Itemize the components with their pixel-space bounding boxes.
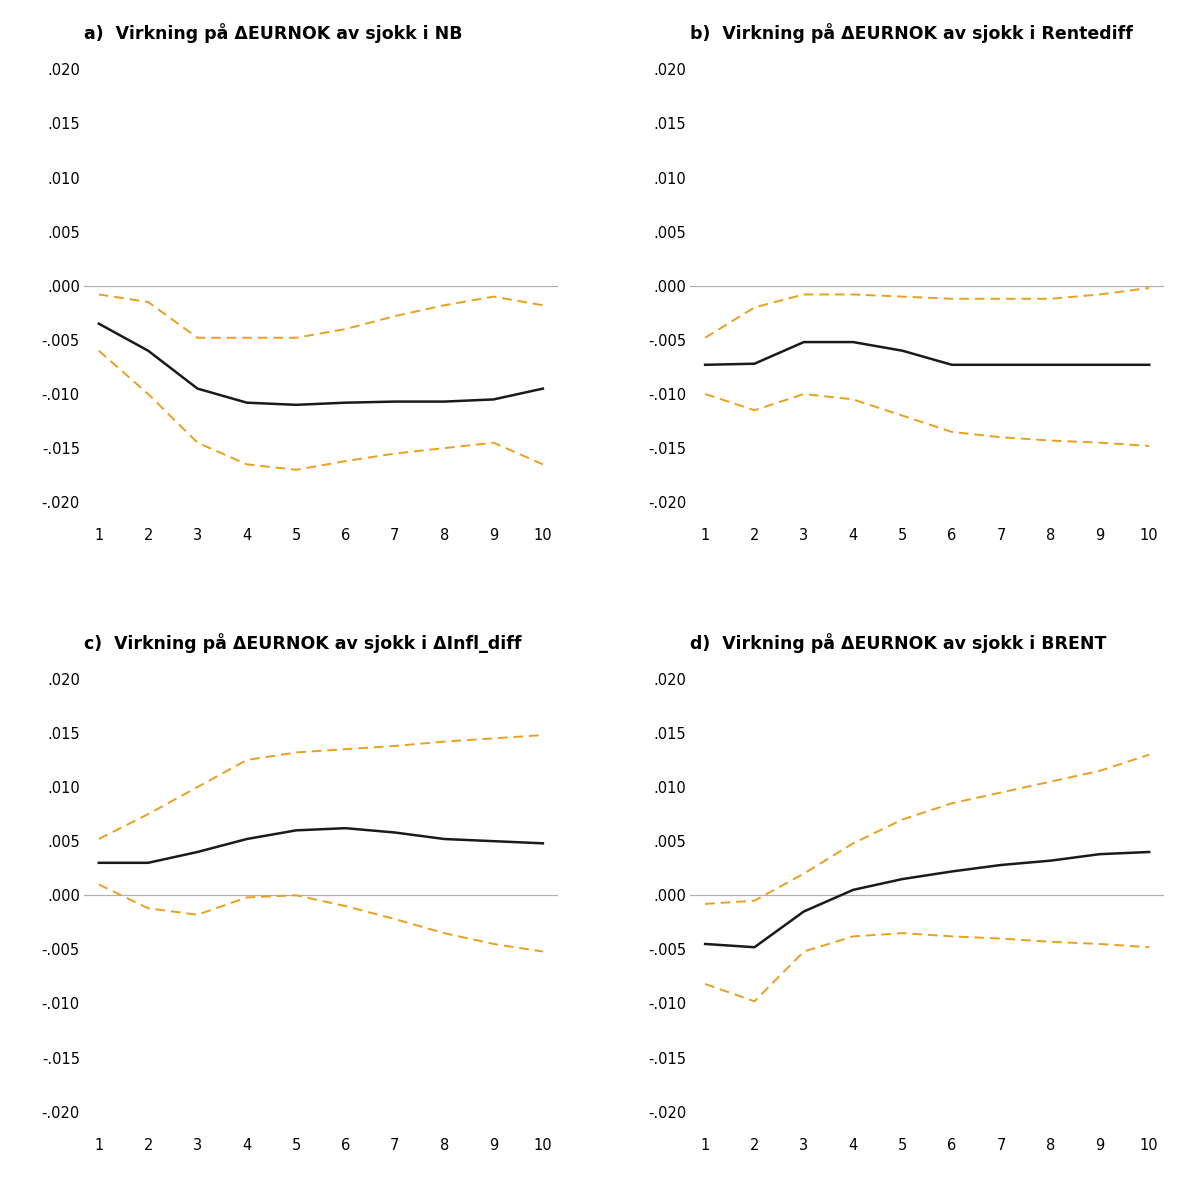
Text: a)  Virkning på ΔEURNOK av sjokk i NB: a) Virkning på ΔEURNOK av sjokk i NB: [84, 24, 462, 43]
Text: b)  Virkning på ΔEURNOK av sjokk i Rentediff: b) Virkning på ΔEURNOK av sjokk i Rented…: [690, 24, 1133, 43]
Text: d)  Virkning på ΔEURNOK av sjokk i BRENT: d) Virkning på ΔEURNOK av sjokk i BRENT: [690, 632, 1106, 653]
Text: c)  Virkning på ΔEURNOK av sjokk i ΔInfl_diff: c) Virkning på ΔEURNOK av sjokk i ΔInfl_…: [84, 632, 522, 653]
